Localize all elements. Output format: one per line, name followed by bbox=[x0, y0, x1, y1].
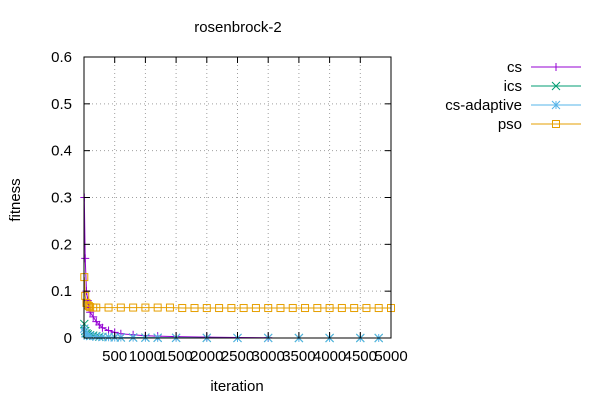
y-tick-label: 0.1 bbox=[51, 283, 72, 300]
legend-label: ics bbox=[504, 78, 522, 95]
x-axis-label: iteration bbox=[210, 378, 263, 395]
data-point bbox=[337, 304, 346, 313]
y-tick-label: 0.6 bbox=[51, 49, 72, 66]
legend-label: pso bbox=[498, 116, 522, 133]
x-tick-label: 1500 bbox=[159, 348, 192, 365]
data-point bbox=[362, 304, 371, 313]
y-tick-label: 0.4 bbox=[51, 143, 72, 160]
data-point bbox=[153, 303, 162, 312]
legend-marker bbox=[552, 120, 560, 128]
data-point bbox=[251, 304, 260, 313]
series-cs-adaptive bbox=[79, 324, 384, 343]
legend-marker bbox=[551, 81, 561, 91]
y-axis-label: fitness bbox=[7, 178, 24, 221]
series-line bbox=[83, 328, 379, 339]
data-point bbox=[215, 304, 224, 313]
data-point bbox=[165, 303, 174, 312]
data-point bbox=[227, 304, 236, 313]
series-pso bbox=[80, 273, 395, 313]
data-point bbox=[301, 304, 310, 313]
x-tick-label: 3000 bbox=[252, 348, 285, 365]
data-point bbox=[276, 304, 285, 313]
chart-title: rosenbrock-2 bbox=[194, 19, 282, 36]
x-tick-label: 2000 bbox=[190, 348, 223, 365]
data-point bbox=[104, 326, 113, 335]
data-point bbox=[325, 304, 334, 313]
data-point bbox=[91, 332, 101, 341]
x-tick-label: 5000 bbox=[374, 348, 407, 365]
data-point bbox=[374, 304, 383, 313]
grid bbox=[84, 57, 391, 338]
tick-labels: 0 0.1 0.2 0.3 0.4 0.5 0.6 500 100015002000250030… bbox=[51, 49, 408, 365]
data-point bbox=[141, 303, 150, 312]
series-line bbox=[83, 197, 269, 339]
y-tick-label: 0 bbox=[64, 330, 72, 347]
x-tick-label: 4500 bbox=[344, 348, 377, 365]
legend-marker bbox=[551, 100, 561, 110]
data-point bbox=[202, 304, 211, 313]
data-point bbox=[264, 304, 273, 313]
series-line bbox=[83, 277, 391, 309]
series-line bbox=[83, 323, 379, 339]
data-point bbox=[98, 332, 107, 342]
legend-label: cs-adaptive bbox=[445, 97, 522, 114]
series-cs bbox=[80, 193, 273, 342]
data-point bbox=[81, 254, 90, 263]
data-point bbox=[190, 304, 199, 313]
data-point bbox=[129, 303, 138, 312]
data-point bbox=[104, 303, 113, 312]
series-group bbox=[79, 193, 395, 343]
data-point bbox=[288, 304, 297, 313]
x-tick-label: 4000 bbox=[313, 348, 346, 365]
x-tick-label: 3500 bbox=[282, 348, 315, 365]
data-point bbox=[178, 304, 187, 313]
y-tick-label: 0.3 bbox=[51, 190, 72, 207]
x-tick-label: 2500 bbox=[221, 348, 254, 365]
data-point bbox=[239, 304, 248, 313]
legend-marker bbox=[552, 63, 560, 71]
y-tick-label: 0.2 bbox=[51, 236, 72, 253]
data-point bbox=[104, 332, 113, 342]
x-tick-label: 500 bbox=[102, 348, 127, 365]
legend: cs ics cs-adaptive pso bbox=[445, 59, 581, 133]
data-point bbox=[98, 323, 107, 332]
x-tick-label: 1000 bbox=[129, 348, 162, 365]
legend-label: cs bbox=[507, 59, 522, 76]
data-point bbox=[350, 304, 359, 313]
y-tick-label: 0.5 bbox=[51, 96, 72, 113]
data-point bbox=[92, 303, 101, 312]
data-point bbox=[85, 331, 95, 341]
data-point bbox=[89, 312, 98, 321]
data-point bbox=[116, 303, 125, 312]
series-ics bbox=[79, 319, 384, 343]
data-point bbox=[313, 304, 322, 313]
